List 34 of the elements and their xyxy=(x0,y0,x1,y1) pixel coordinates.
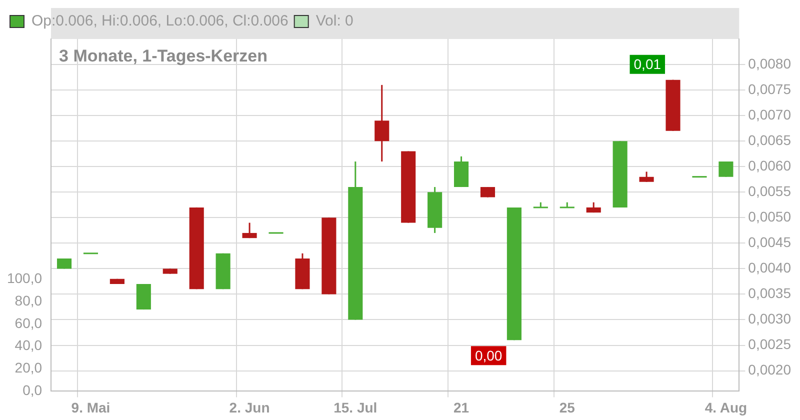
candlestick xyxy=(639,170,654,183)
legend-label: Vol: 0 xyxy=(316,12,354,30)
y2-tick-label: 20,0 xyxy=(14,360,42,376)
candlestick xyxy=(718,160,734,178)
x-tick-label: 4. Aug xyxy=(704,399,748,416)
y-tick-label: 0,0070 xyxy=(748,106,792,122)
y2-tick-label: 40,0 xyxy=(14,337,42,354)
y-tick-label: 0,0030 xyxy=(748,310,792,327)
candlestick xyxy=(374,84,390,162)
y2-tick-label: 0,0 xyxy=(22,382,42,398)
y-tick-label: 0,0055 xyxy=(748,182,792,199)
y-tick-label: 0,0060 xyxy=(748,157,792,174)
y-tick-label: 0,0075 xyxy=(748,80,792,97)
y2-tick-label: 60,0 xyxy=(14,314,42,331)
y2-tick-label: 100,0 xyxy=(6,270,42,286)
x-tick-label: 15. Jul xyxy=(334,399,378,416)
annotation: 0,00 xyxy=(474,348,502,364)
y-tick-label: 0,0065 xyxy=(748,132,792,148)
y-tick-label: 0,0045 xyxy=(748,234,792,250)
candlestick xyxy=(242,222,257,239)
text: 3 Monate, 1-Tages-Kerzen xyxy=(59,46,268,66)
x-tick-label: 21 xyxy=(453,399,470,416)
y-tick-label: 0,0050 xyxy=(748,208,792,225)
y-tick-label: 0,0035 xyxy=(748,285,792,302)
y-tick-label: 0,0025 xyxy=(748,336,792,352)
y-tick-label: 0,0040 xyxy=(748,260,792,276)
y-tick-label: 0,0020 xyxy=(748,362,792,378)
y-tick-label: 0,0080 xyxy=(748,55,792,72)
annotation: 0,01 xyxy=(634,56,662,72)
x-tick-label: 9. Mai xyxy=(71,399,110,416)
y2-tick-label: 80,0 xyxy=(14,292,42,308)
x-tick-label: 2. Jun xyxy=(229,399,270,416)
x-tick-label: 25 xyxy=(559,399,576,416)
legend-label: Op:0.006, Hi:0.006, Lo:0.006, Cl:0.006 xyxy=(32,12,288,30)
